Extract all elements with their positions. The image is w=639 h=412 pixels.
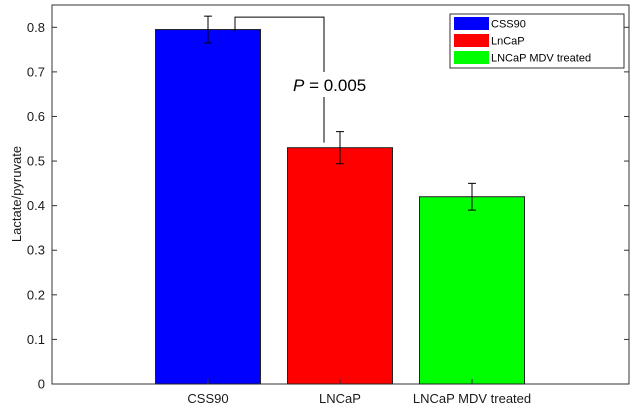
x-tick-label: CSS90 bbox=[187, 391, 228, 406]
y-axis-label: Lactate/pyruvate bbox=[9, 146, 24, 242]
legend-label-lncap: LnCaP bbox=[491, 36, 525, 48]
y-tick-label: 0.2 bbox=[27, 287, 45, 302]
y-axis: 0 0.1 0.2 0.3 0.4 0.5 0.6 0.7 0.8 bbox=[27, 20, 629, 392]
y-tick-label: 0.1 bbox=[27, 332, 45, 347]
y-tick-label: 0.7 bbox=[27, 64, 45, 79]
p-value-text: = 0.005 bbox=[304, 76, 366, 95]
bar-3 bbox=[419, 196, 525, 385]
legend-label-lncap-mdv: LNCaP MDV treated bbox=[491, 53, 591, 65]
significance-bracket bbox=[234, 16, 325, 143]
y-tick-label: 0 bbox=[38, 377, 45, 392]
bars bbox=[155, 29, 525, 385]
legend-label-css90: CSS90 bbox=[491, 19, 526, 31]
legend: CSS90 LnCaP LNCaP MDV treated bbox=[449, 13, 625, 69]
legend-swatch-lncap-mdv bbox=[454, 51, 489, 64]
error-bars bbox=[204, 15, 476, 211]
bar-1 bbox=[155, 29, 261, 385]
y-tick-label: 0.5 bbox=[27, 154, 45, 169]
x-tick-label: LNCaP bbox=[319, 391, 361, 406]
p-value-label: P = 0.005 bbox=[293, 76, 366, 95]
bar-2 bbox=[287, 147, 393, 385]
legend-swatch-css90 bbox=[454, 17, 489, 30]
y-tick-label: 0.8 bbox=[27, 20, 45, 35]
y-tick-label: 0.4 bbox=[27, 198, 45, 213]
x-axis: CSS90 LNCaP LNCaP MDV treated bbox=[187, 379, 531, 406]
p-value-italic: P bbox=[293, 76, 305, 95]
y-tick-label: 0.6 bbox=[27, 109, 45, 124]
y-tick-label: 0.3 bbox=[27, 243, 45, 258]
legend-swatch-lncap bbox=[454, 34, 489, 47]
significance-annotation: P = 0.005 bbox=[234, 16, 366, 143]
x-tick-label: LNCaP MDV treated bbox=[413, 391, 531, 406]
